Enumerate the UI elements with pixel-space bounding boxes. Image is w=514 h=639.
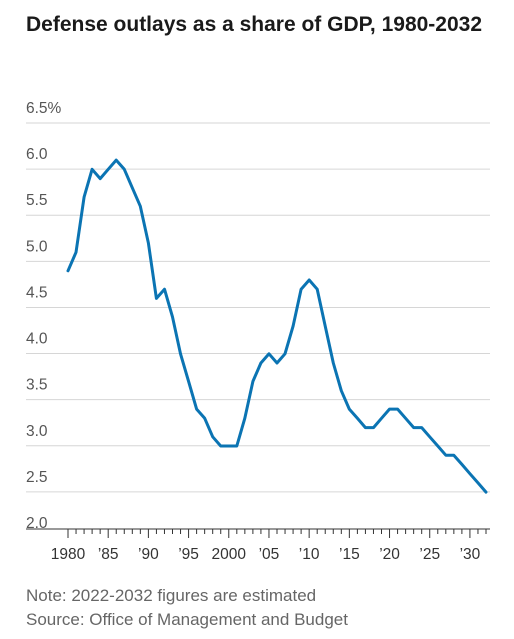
data-point <box>236 446 237 447</box>
data-point <box>220 446 221 447</box>
source-note: Source: Office of Management and Budget <box>26 610 348 629</box>
data-point <box>252 381 253 382</box>
data-point <box>277 363 278 364</box>
x-tick-label: 2000 <box>212 546 247 563</box>
data-point <box>108 169 109 170</box>
y-tick-label: 3.0 <box>26 423 48 440</box>
data-point <box>124 169 125 170</box>
data-point <box>461 464 462 465</box>
data-point <box>132 187 133 188</box>
data-point <box>357 418 358 419</box>
y-tick-label: 5.0 <box>26 238 48 255</box>
data-point <box>285 353 286 354</box>
data-point <box>68 270 69 271</box>
data-point <box>180 353 181 354</box>
y-tick-label: 4.5 <box>26 284 48 301</box>
data-point <box>84 197 85 198</box>
line-chart: 6.5% 6.0 5.5 5.0 4.5 4.0 3.5 3.0 2.5 2.0 1980 ’85 ’… <box>26 100 490 563</box>
data-point <box>397 409 398 410</box>
data-point <box>100 178 101 179</box>
x-tick-label: ’90 <box>138 546 159 563</box>
data-point <box>92 169 93 170</box>
data-point <box>260 363 261 364</box>
data-point <box>486 492 487 493</box>
data-point <box>212 436 213 437</box>
data-point <box>309 280 310 281</box>
data-point <box>381 418 382 419</box>
data-point <box>453 455 454 456</box>
x-tick-label: ’05 <box>259 546 280 563</box>
data-point <box>156 298 157 299</box>
data-point <box>293 326 294 327</box>
y-tick-label: 3.5 <box>26 377 48 394</box>
x-tick-label: ’85 <box>98 546 119 563</box>
data-point <box>405 418 406 419</box>
x-tick-label: ’20 <box>379 546 400 563</box>
series-line <box>66 158 488 494</box>
data-point <box>325 326 326 327</box>
data-point <box>228 446 229 447</box>
data-point <box>164 289 165 290</box>
chart-title: Defense outlays as a share of GDP, 1980-… <box>26 13 483 36</box>
data-point <box>172 316 173 317</box>
y-axis-tick-labels: 6.5% 6.0 5.5 5.0 4.5 4.0 3.5 3.0 2.5 2.0 <box>26 100 62 532</box>
series-group <box>66 158 488 494</box>
footnote: Note: 2022-2032 figures are estimated <box>26 586 317 605</box>
data-point <box>317 289 318 290</box>
y-tick-label: 6.0 <box>26 146 48 163</box>
data-point <box>421 427 422 428</box>
data-point <box>244 418 245 419</box>
data-point <box>148 243 149 244</box>
data-point <box>429 436 430 437</box>
data-point <box>469 473 470 474</box>
data-point <box>373 427 374 428</box>
data-point <box>76 252 77 253</box>
data-point <box>188 381 189 382</box>
data-point <box>413 427 414 428</box>
data-point <box>437 446 438 447</box>
data-point <box>341 390 342 391</box>
y-tick-label: 5.5 <box>26 192 48 209</box>
data-point <box>301 289 302 290</box>
x-tick-label: 1980 <box>51 546 86 563</box>
x-tick-label: ’95 <box>178 546 199 563</box>
data-point <box>116 160 117 161</box>
data-point <box>445 455 446 456</box>
data-point <box>349 409 350 410</box>
data-point <box>140 206 141 207</box>
data-point <box>268 353 269 354</box>
x-tick-label: ’30 <box>460 546 481 563</box>
y-tick-label: 2.5 <box>26 469 48 486</box>
gridlines <box>26 122 490 530</box>
x-axis: 1980 ’85 ’90 ’95 2000 ’05 ’10 ’15 ’20 ’25 ’30 <box>51 529 487 563</box>
y-tick-label: 2.0 <box>26 515 48 532</box>
data-point <box>204 418 205 419</box>
y-tick-label: 6.5% <box>26 100 62 117</box>
data-point <box>333 363 334 364</box>
data-point <box>389 409 390 410</box>
data-point <box>365 427 366 428</box>
x-tick-label: ’25 <box>419 546 440 563</box>
x-tick-label: ’15 <box>339 546 360 563</box>
data-point <box>477 482 478 483</box>
data-point <box>196 409 197 410</box>
y-tick-label: 4.0 <box>26 331 48 348</box>
x-tick-label: ’10 <box>299 546 320 563</box>
